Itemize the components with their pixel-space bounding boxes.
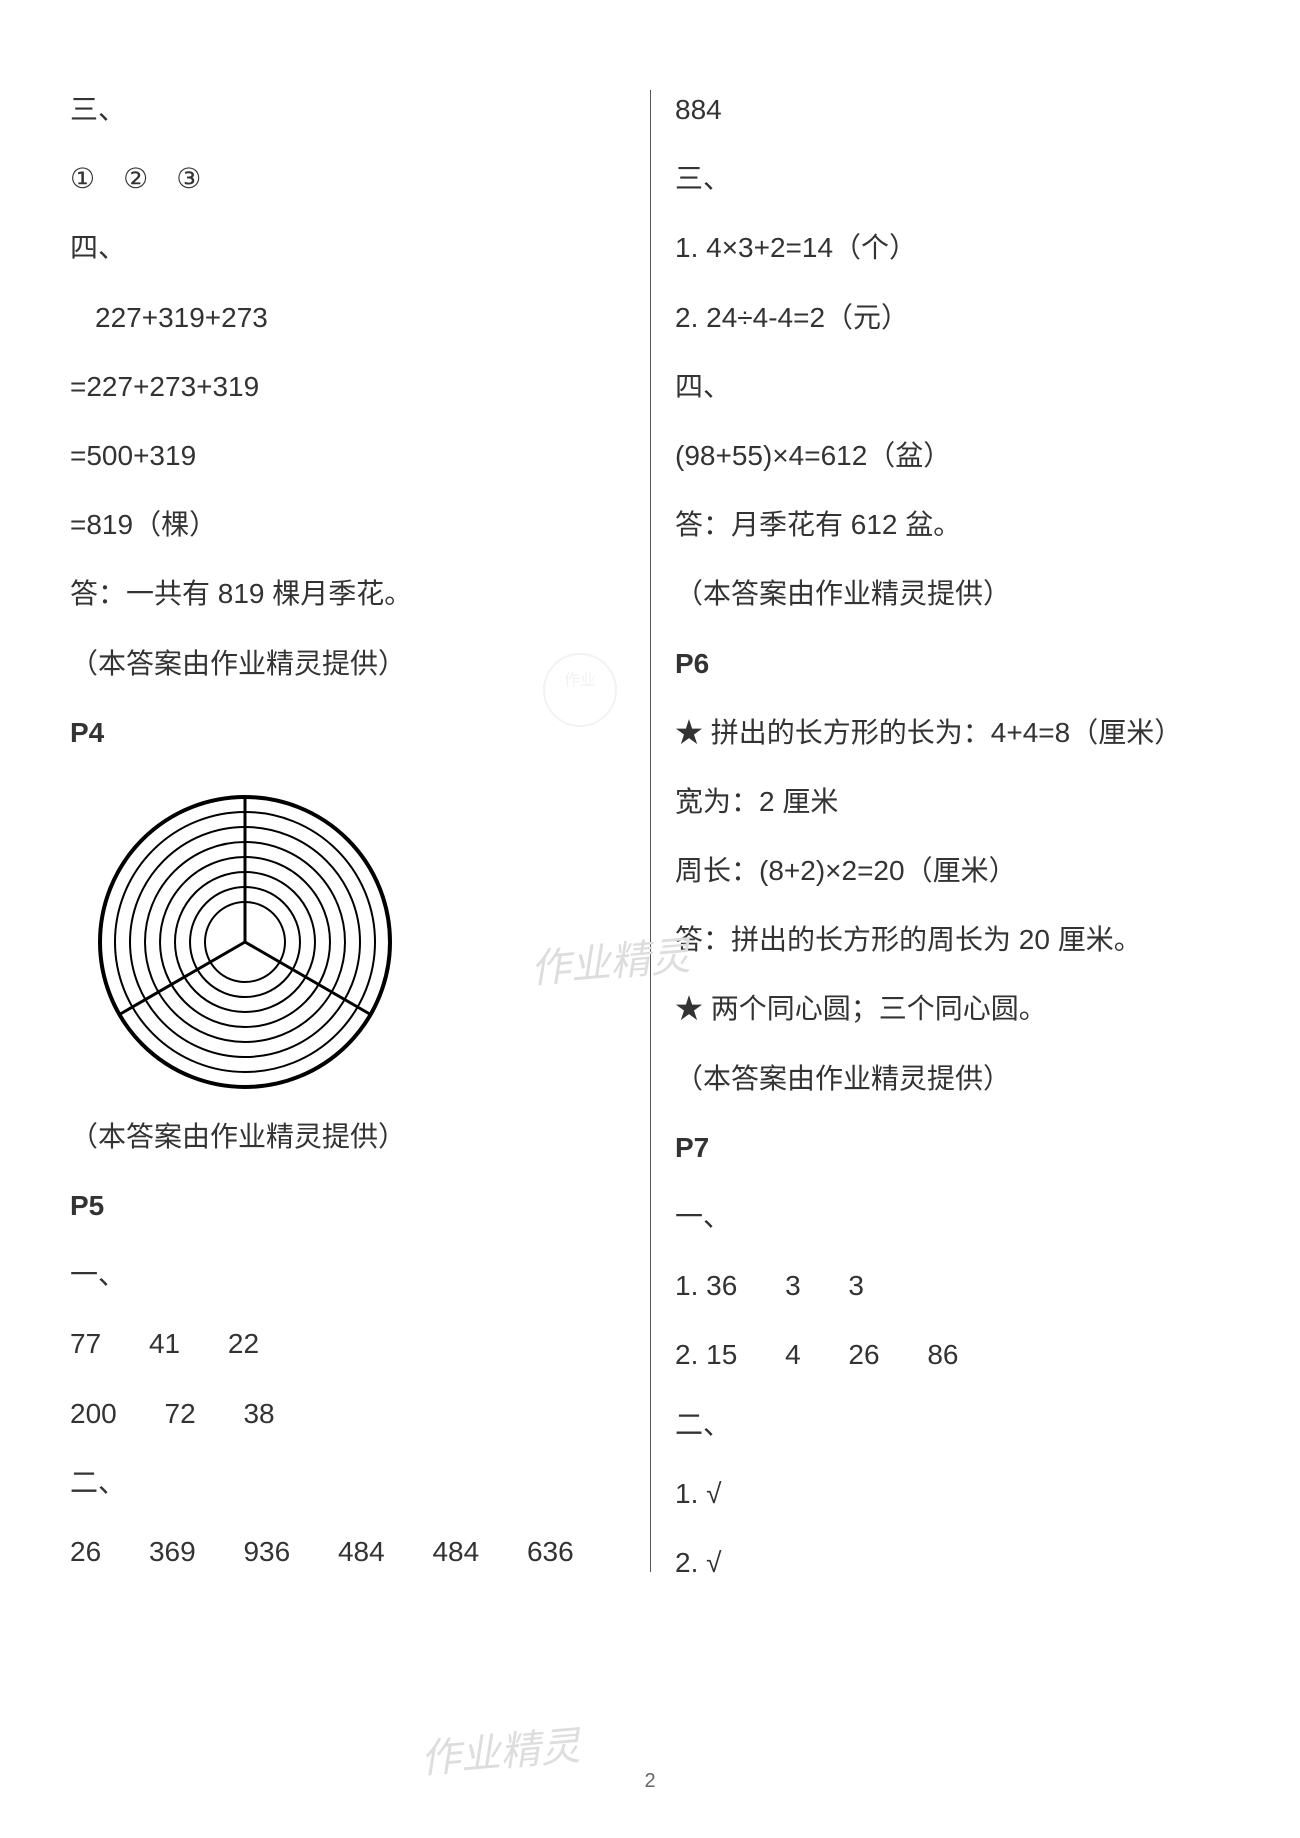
number-884: 884 [675,90,1230,129]
answer-line: 答：拼出的长方形的周长为 20 厘米。 [675,920,1230,959]
left-column: 三、 ① ② ③ 四、 227+319+273 =227+273+319 =50… [70,90,650,1612]
number-row: 200 72 38 [70,1394,625,1433]
calc-line: 1. 4×3+2=14（个） [675,228,1230,267]
page-ref-p6: P6 [675,644,1230,683]
text-line: ★ 两个同心圆；三个同心圆。 [675,989,1230,1028]
check-line: 2. √ [675,1543,1230,1582]
answer-line: 答：月季花有 612 盆。 [675,505,1230,544]
number-row: 26 369 936 484 484 636 [70,1532,625,1571]
calc-line: =227+273+319 [70,367,625,406]
heading-si: 四、 [70,228,625,267]
calc-line: 2. 24÷4-4=2（元） [675,298,1230,337]
credit-line: （本答案由作业精灵提供） [70,1117,625,1156]
heading-er: 二、 [70,1463,625,1502]
answer-line: 答：一共有 819 棵月季花。 [70,574,625,613]
calc-line: 227+319+273 [70,298,625,337]
page-ref-p4: P4 [70,713,625,752]
circled-nums: ① ② ③ [70,159,625,198]
heading-san: 三、 [70,90,625,129]
credit-line: （本答案由作业精灵提供） [675,574,1230,613]
page-number: 2 [644,1770,655,1793]
heading-yi: 一、 [70,1255,625,1294]
text-line: 宽为：2 厘米 [675,782,1230,821]
number-row: 1. 36 3 3 [675,1266,1230,1305]
heading-er: 二、 [675,1405,1230,1444]
credit-line: （本答案由作业精灵提供） [70,644,625,683]
heading-yi: 一、 [675,1197,1230,1236]
calc-line: (98+55)×4=612（盆） [675,436,1230,475]
watermark-text: 作业精灵 [418,1713,582,1785]
number-row: 77 41 22 [70,1324,625,1363]
concentric-circles-diagram [95,792,395,1092]
page-ref-p7: P7 [675,1128,1230,1167]
page-ref-p5: P5 [70,1186,625,1225]
number-row: 2. 15 4 26 86 [675,1335,1230,1374]
column-divider [650,90,651,1572]
calc-line: =819（棵） [70,505,625,544]
calc-line: =500+319 [70,436,625,475]
text-line: ★ 拼出的长方形的长为：4+4=8（厘米） [675,713,1230,752]
heading-san: 三、 [675,159,1230,198]
heading-si: 四、 [675,367,1230,406]
right-column: 884 三、 1. 4×3+2=14（个） 2. 24÷4-4=2（元） 四、 … [650,90,1230,1612]
text-line: 周长：(8+2)×2=20（厘米） [675,851,1230,890]
credit-line: （本答案由作业精灵提供） [675,1059,1230,1098]
check-line: 1. √ [675,1474,1230,1513]
